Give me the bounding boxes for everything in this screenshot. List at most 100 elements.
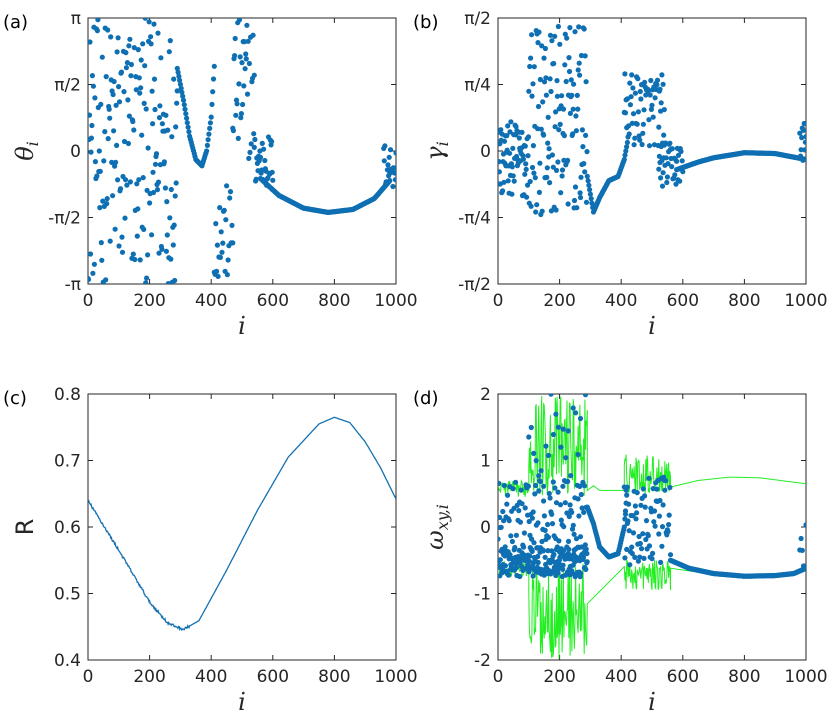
x-tick-label: 200 [543,667,575,687]
data-point [541,55,547,61]
y-tick-label: 0.6 [54,518,81,538]
data-point [89,73,95,79]
data-point [632,554,638,561]
data-point [161,159,167,165]
data-point [542,527,548,534]
data-point [666,522,672,528]
data-point [554,544,560,550]
data-point [544,165,550,171]
data-point [558,444,564,450]
data-point [159,121,165,127]
panel-label: (b) [413,12,438,33]
data-point [561,133,568,139]
data-point [532,491,538,497]
data-point [579,505,585,511]
data-point [675,152,682,158]
data-point [119,249,126,255]
panel-label: (d) [413,388,438,409]
data-point [641,555,647,562]
data-point [174,88,180,94]
data-point [250,32,256,38]
data-point [89,122,95,129]
data-point [566,68,573,75]
data-point [107,238,113,244]
data-point [184,115,190,121]
data-point [178,85,184,91]
data-point [634,121,640,127]
data-point [632,135,638,141]
series-line-green_upper [498,395,806,497]
data-point [526,88,532,94]
data-point [205,137,211,143]
y-tick-label: π/2 [54,75,81,95]
data-point [577,483,583,489]
data-point [498,536,501,542]
data-point [116,243,122,249]
data-point [134,233,140,239]
data-point [175,69,181,75]
data-point [519,501,525,507]
data-point [381,158,387,164]
data-point [573,113,579,119]
data-point [107,115,113,121]
data-point [635,109,642,115]
data-point [109,159,115,165]
data-point [182,106,188,112]
data-point [550,479,556,485]
x-tick-label: 0 [493,291,504,311]
data-point [510,173,516,179]
x-axis-label: i [238,688,246,716]
data-point [583,199,590,205]
data-point [562,62,568,68]
data-point [507,129,513,135]
data-point [565,478,571,485]
data-point [580,144,586,150]
x-tick-label: 1000 [374,667,417,687]
data-point [100,198,106,204]
data-point [636,133,642,139]
data-point [585,178,591,184]
data-point [658,559,664,566]
data-point [660,170,666,176]
data-point [803,522,806,528]
data-point [172,193,178,199]
x-tick-label: 400 [195,667,227,687]
data-point [629,550,635,557]
data-point [549,38,555,44]
data-point [641,107,647,113]
data-point [208,114,214,120]
data-point [582,53,588,59]
data-point [225,257,231,263]
data-point [569,509,575,515]
data-point [162,185,168,191]
data-point [635,558,642,564]
data-point [799,547,805,554]
data-point [797,130,803,136]
data-point [530,509,536,515]
data-point [643,536,649,543]
data-point [124,182,130,188]
panel-label: (a) [3,12,28,33]
data-point [541,498,547,504]
data-point [531,450,537,456]
data-point [104,196,110,202]
data-point [183,111,189,117]
data-point [575,496,581,502]
data-point [549,152,556,158]
data-point [126,43,132,49]
data-point [630,111,637,117]
data-point [566,546,572,552]
data-point [541,483,547,489]
data-point [499,570,505,576]
data-point [511,178,517,184]
data-point [498,524,504,530]
data-point [217,254,223,260]
data-point [527,178,533,185]
plot-area-a [88,18,396,284]
data-point [541,513,548,519]
data-point [661,132,667,138]
data-point [121,138,128,145]
data-point [625,518,631,524]
x-tick-label: 1000 [784,667,827,687]
data-point [630,513,636,519]
